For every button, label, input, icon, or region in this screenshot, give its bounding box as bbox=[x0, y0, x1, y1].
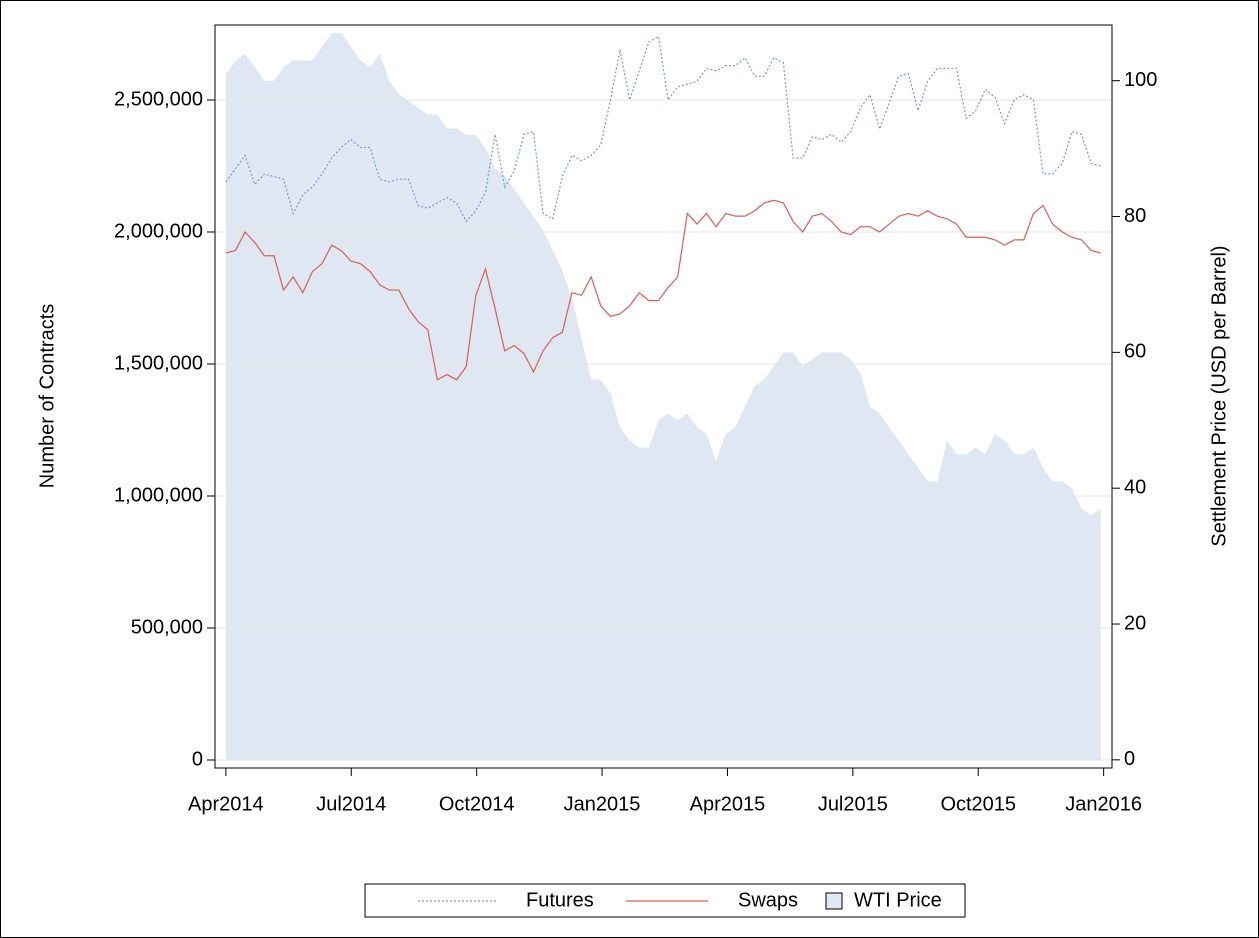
y2-tick-label: 20 bbox=[1124, 612, 1146, 634]
legend-label: WTI Price bbox=[854, 889, 942, 911]
y-tick-label: 2,500,000 bbox=[114, 88, 203, 110]
y2-tick-label: 0 bbox=[1124, 748, 1135, 770]
x-tick-label: Oct2014 bbox=[439, 793, 515, 815]
x-tick-label: Apr2014 bbox=[188, 793, 264, 815]
x-tick-label: Jul2015 bbox=[818, 793, 888, 815]
legend-label: Swaps bbox=[738, 889, 798, 911]
y2-tick-label: 60 bbox=[1124, 341, 1146, 363]
y-tick-label: 1,000,000 bbox=[114, 484, 203, 506]
plot-border bbox=[214, 24, 1113, 769]
x-tick-label: Jan2015 bbox=[564, 793, 641, 815]
line bbox=[225, 199, 1101, 381]
x-tick-label: Apr2015 bbox=[690, 793, 766, 815]
y-tick-label: 2,000,000 bbox=[114, 220, 203, 242]
x-tick-label: Jul2014 bbox=[316, 793, 386, 815]
y-tick-label: 500,000 bbox=[131, 616, 203, 638]
y-axis-label: Number of Contracts bbox=[36, 304, 58, 489]
y-tick-label: 0 bbox=[192, 748, 203, 770]
x-tick-label: Jan2016 bbox=[1065, 793, 1142, 815]
area bbox=[225, 33, 1101, 760]
y2-tick-label: 100 bbox=[1124, 69, 1157, 91]
legend-swatch bbox=[825, 892, 843, 910]
x-tick-label: Oct2015 bbox=[940, 793, 1016, 815]
y2-tick-label: 80 bbox=[1124, 205, 1146, 227]
y2-axis-label: Settlement Price (USD per Barrel) bbox=[1208, 245, 1230, 546]
y2-tick-label: 40 bbox=[1124, 476, 1146, 498]
y-tick-label: 1,500,000 bbox=[114, 352, 203, 374]
legend-label: Futures bbox=[526, 889, 594, 911]
